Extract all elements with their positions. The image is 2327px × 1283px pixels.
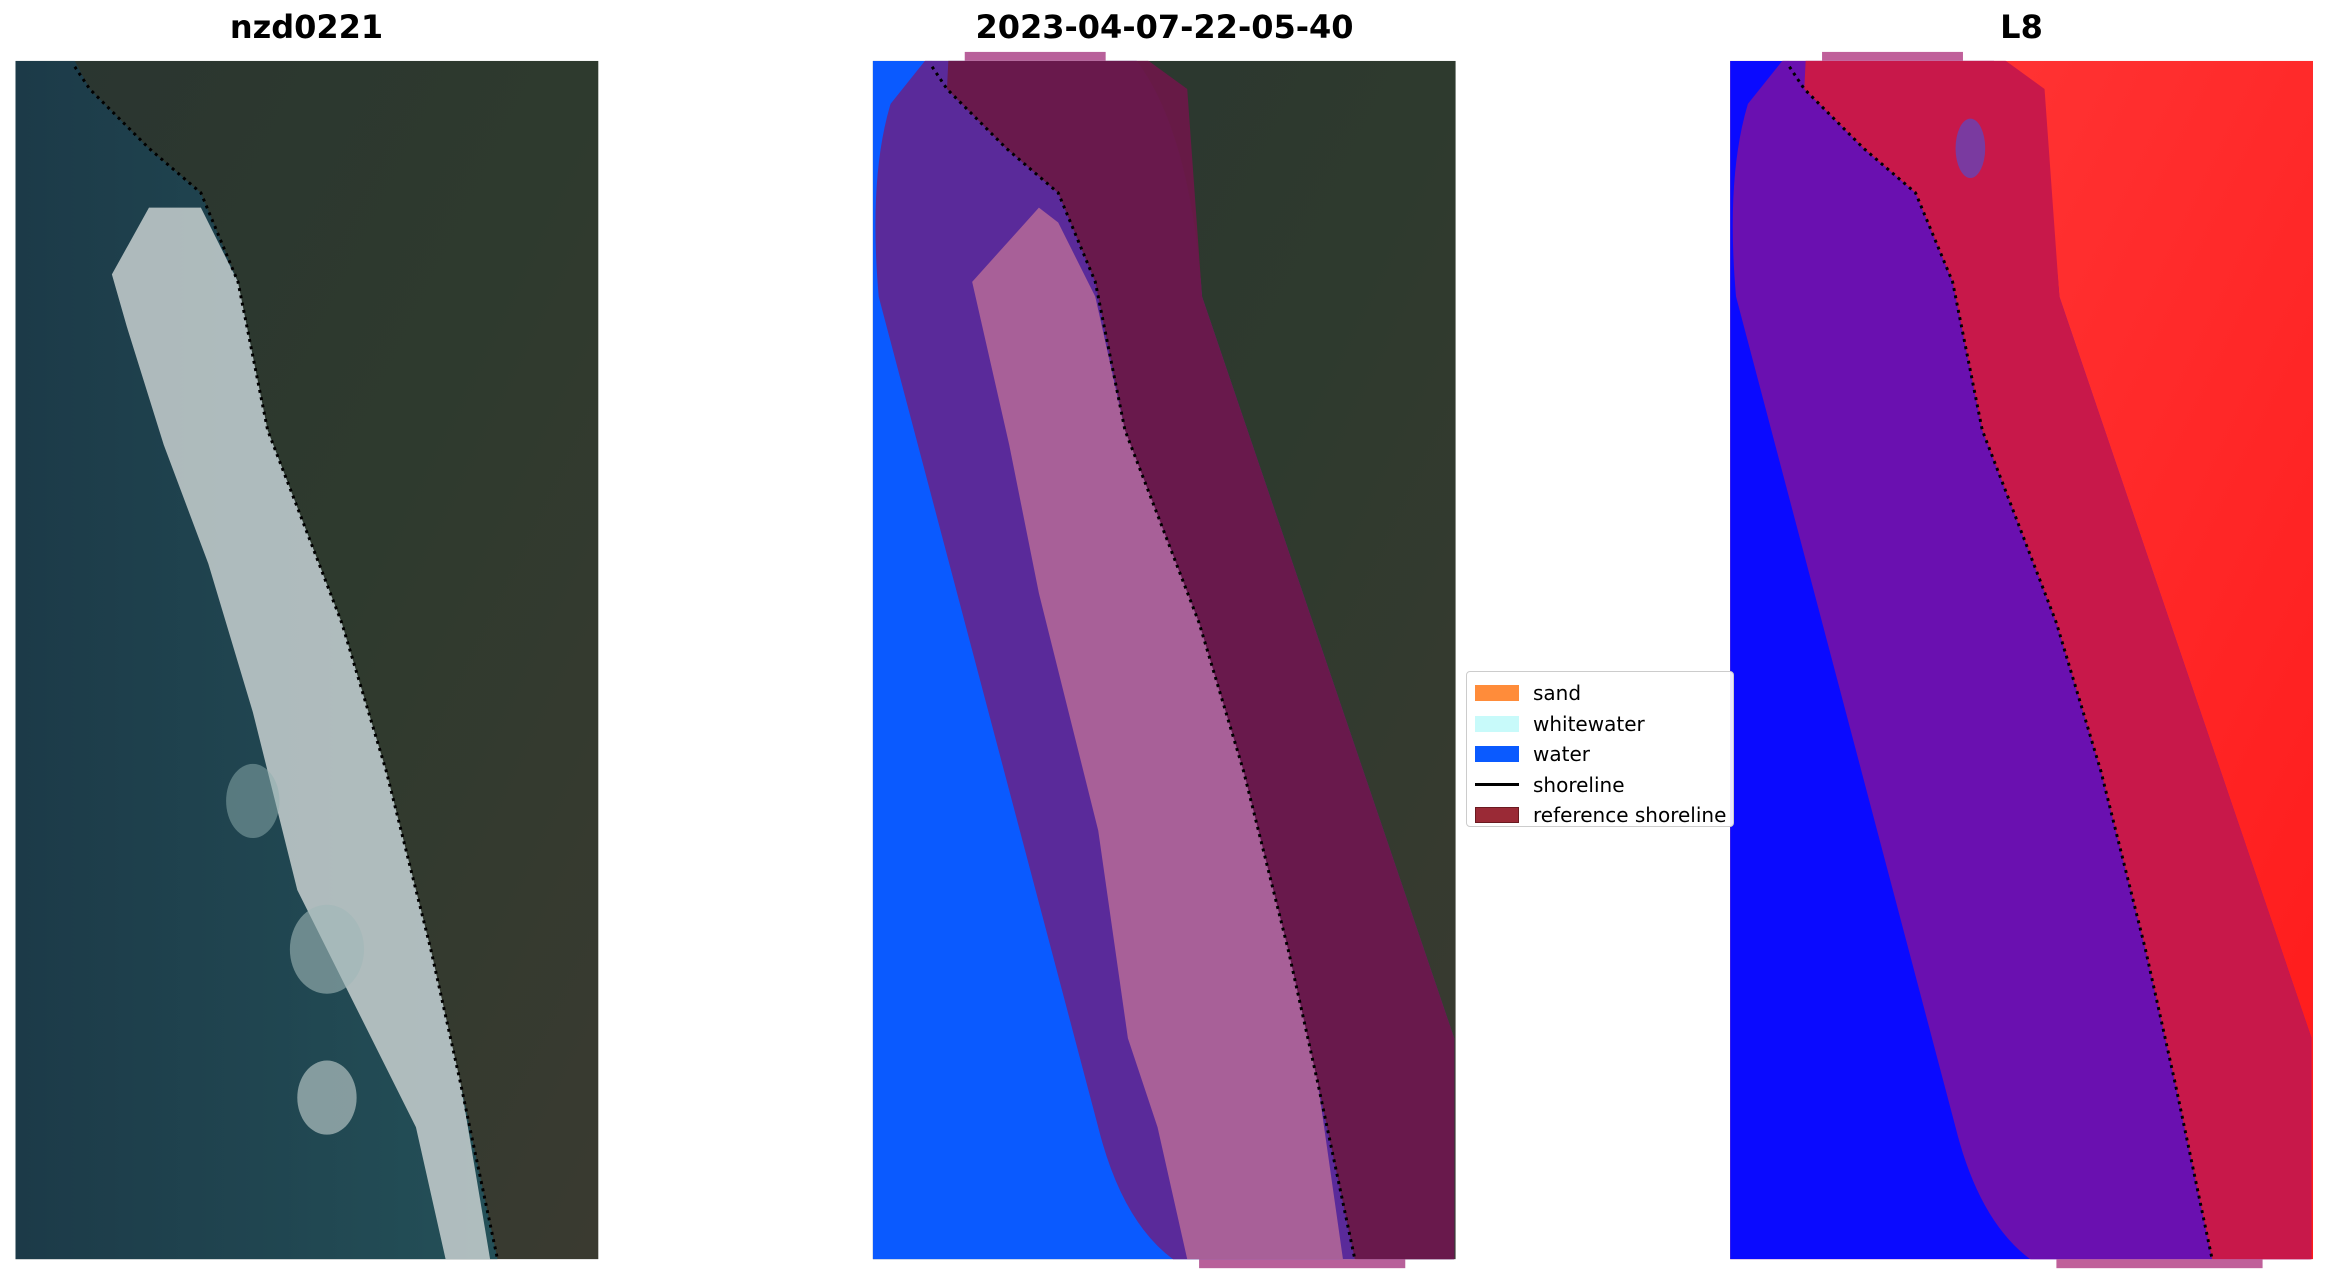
sand-overlap-zone [972,207,1343,1260]
legend-item-shoreline: shoreline [1475,770,1733,801]
legend-label: water [1533,742,1590,767]
reference-shoreline-swatch [1475,807,1519,824]
rgb-image-panel [15,60,599,1260]
shoreline-line-swatch [1475,783,1519,787]
legend-item-water: water [1475,739,1733,770]
legend-label: whitewater [1533,711,1645,736]
legend: sand whitewater water shoreline referenc… [1466,671,1734,827]
legend-item-sand: sand [1475,678,1733,709]
sand-swatch [1475,685,1519,702]
index-panel [1730,60,2314,1260]
panel-title-image-name: nzd0221 [229,8,384,46]
surf-zone [111,207,491,1260]
legend-label: shoreline [1533,772,1625,797]
panel-title-satellite: L8 [2000,8,2043,46]
panel-title-date: 2023-04-07-22-05-40 [975,8,1354,46]
water-swatch [1475,746,1519,763]
classification-panel [872,60,1456,1260]
legend-label: reference shoreline [1533,803,1727,828]
legend-label: sand [1533,681,1582,706]
whitewater-swatch [1475,715,1519,732]
legend-item-whitewater: whitewater [1475,709,1733,740]
legend-item-reference-shoreline: reference shoreline [1475,800,1733,831]
